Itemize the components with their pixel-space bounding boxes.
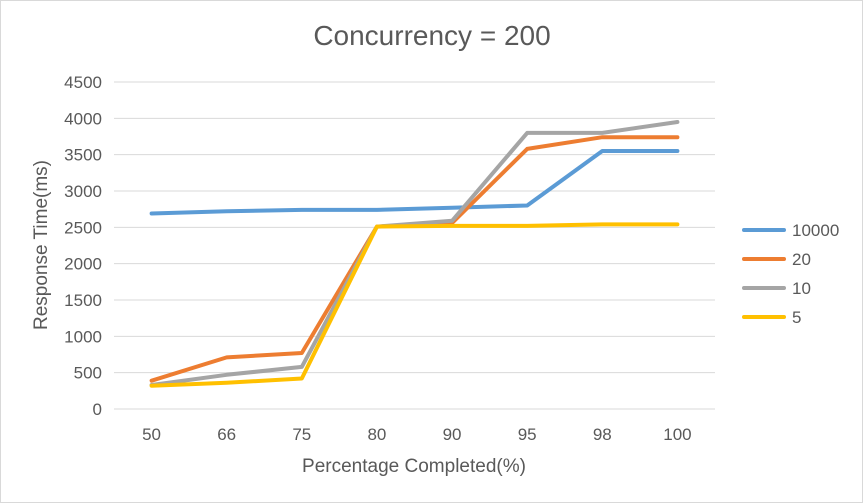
y-tick-label: 2000: [64, 255, 102, 274]
y-tick-label: 0: [93, 400, 102, 419]
y-tick-label: 3500: [64, 146, 102, 165]
legend-label: 5: [792, 308, 801, 327]
x-axis-ticks: 50 66 75 80 90 95 98 100: [142, 425, 692, 444]
y-tick-label: 1500: [64, 291, 102, 310]
y-tick-label: 4000: [64, 109, 102, 128]
y-tick-label: 1000: [64, 327, 102, 346]
y-tick-label: 500: [74, 364, 102, 383]
x-tick-label: 75: [292, 425, 311, 444]
x-tick-label: 98: [593, 425, 612, 444]
y-axis-ticks: 0 500 1000 1500 2000 2500 3000 3500 4000 4500: [64, 73, 102, 419]
x-tick-label: 95: [518, 425, 537, 444]
legend-label: 10: [792, 279, 811, 298]
series-lines: [149, 120, 680, 388]
series-line-10: [149, 120, 680, 387]
x-axis-title: Percentage Completed(%): [302, 456, 526, 477]
y-tick-label: 2500: [64, 218, 102, 237]
legend-label: 20: [792, 250, 811, 269]
series-line-20: [149, 135, 680, 383]
y-tick-label: 3000: [64, 182, 102, 201]
y-tick-label: 4500: [64, 73, 102, 92]
x-tick-label: 66: [217, 425, 236, 444]
series-line-10000: [149, 149, 680, 216]
x-tick-label: 80: [367, 425, 386, 444]
legend: 10000 20 10 5: [742, 221, 839, 327]
chart-title: Concurrency = 200: [313, 20, 550, 51]
x-tick-label: 50: [142, 425, 161, 444]
x-tick-label: 100: [663, 425, 691, 444]
series-line-5: [149, 222, 680, 388]
x-tick-label: 90: [443, 425, 462, 444]
y-axis-title: Response Time(ms): [31, 160, 52, 330]
legend-label: 10000: [792, 221, 839, 240]
